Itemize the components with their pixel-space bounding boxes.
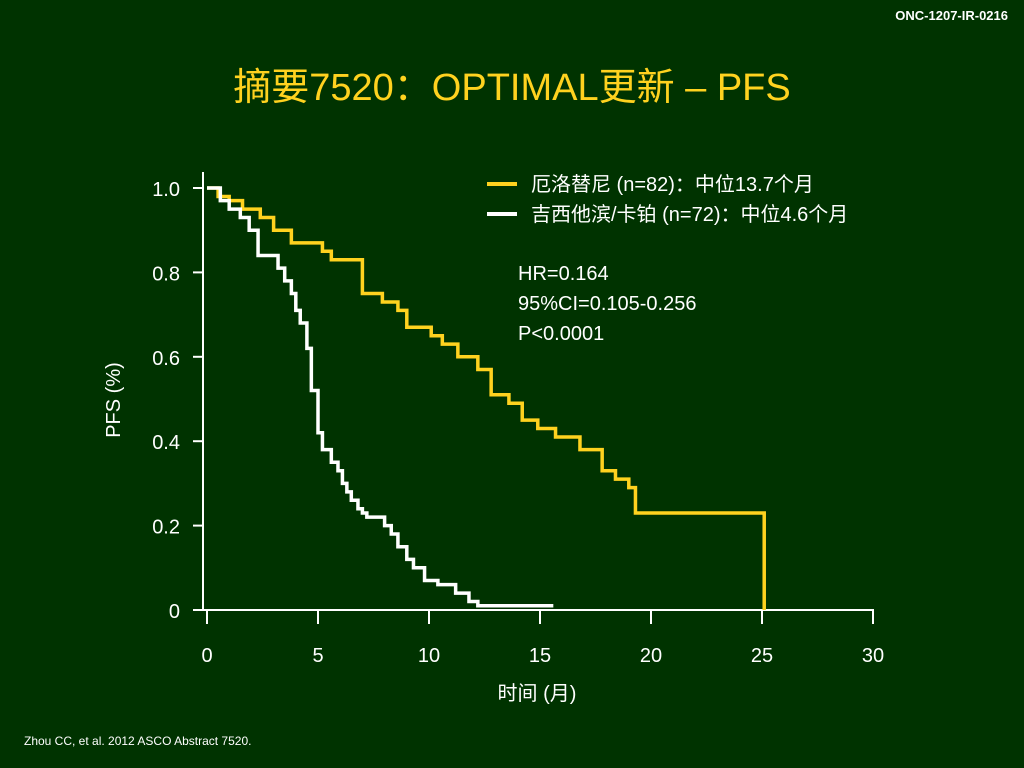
legend-label-2: 吉西他滨/卡铂 (n=72)：中位4.6个月 — [531, 203, 848, 226]
x-tick-label: 0 — [201, 645, 212, 667]
stat-annotation-3: P<0.0001 — [518, 323, 604, 345]
slide-title: 摘要7520：OPTIMAL更新 – PFS — [233, 67, 791, 109]
chart-annotations: HR=0.164 95%CI=0.105-0.256 P<0.0001 — [518, 263, 696, 345]
legend-label-1: 厄洛替尼 (n=82)：中位13.7个月 — [531, 173, 814, 196]
y-tick-label: 0.2 — [152, 517, 180, 539]
stat-annotation-1: HR=0.164 — [518, 263, 609, 285]
x-tick-label: 5 — [312, 645, 323, 667]
x-tick-label: 10 — [418, 645, 440, 667]
document-code: ONC-1207-IR-0216 — [895, 8, 1008, 23]
chart-series — [207, 186, 766, 610]
y-tick-label: 0 — [169, 601, 180, 623]
series-line-2 — [207, 186, 554, 608]
y-tick-label: 0.4 — [152, 432, 180, 454]
x-tick-label: 25 — [751, 645, 773, 667]
y-tick-label: 0.8 — [152, 263, 180, 285]
y-tick-label: 1.0 — [152, 179, 180, 201]
series-line-1 — [207, 186, 766, 610]
chart-axes — [202, 172, 874, 611]
chart-ticks: 0 5 10 15 20 25 30 0 0.2 0.4 0.6 0.8 1.0 — [152, 179, 884, 667]
stat-annotation-2: 95%CI=0.105-0.256 — [518, 293, 696, 315]
y-axis-label: PFS (%) — [103, 362, 125, 438]
x-tick-label: 20 — [640, 645, 662, 667]
y-tick-label: 0.6 — [152, 348, 180, 370]
x-axis-label: 时间 (月) — [498, 682, 577, 705]
x-tick-label: 15 — [529, 645, 551, 667]
x-tick-label: 30 — [862, 645, 884, 667]
citation-footer: Zhou CC, et al. 2012 ASCO Abstract 7520. — [24, 734, 252, 748]
